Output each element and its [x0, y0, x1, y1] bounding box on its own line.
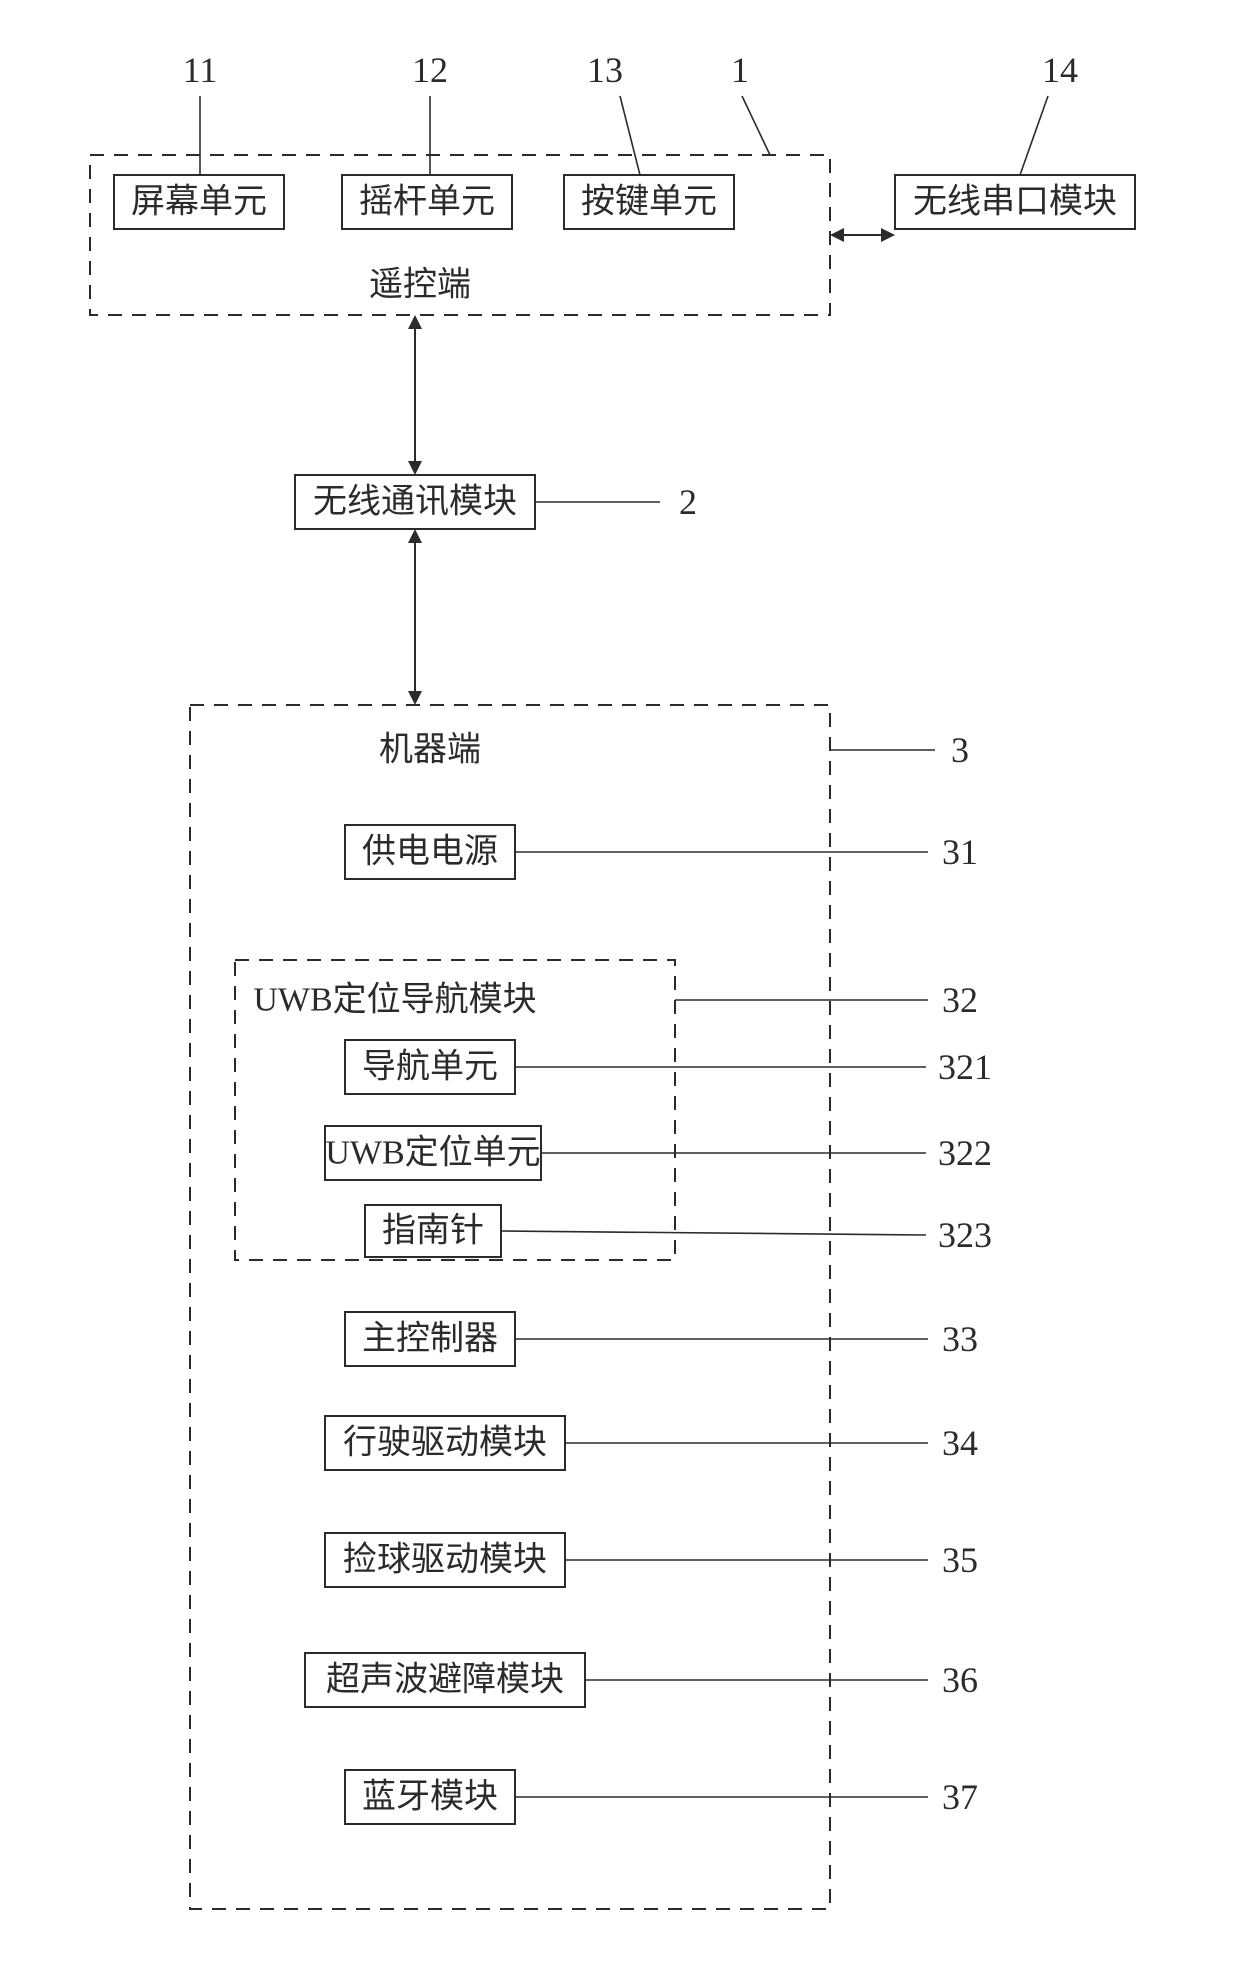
- ref-3: 3: [951, 730, 969, 770]
- drive_module-label: 行驶驱动模块: [343, 1424, 547, 1462]
- ref-14: 14: [1042, 50, 1078, 90]
- ref-11: 11: [183, 50, 218, 90]
- ref-322: 322: [938, 1133, 992, 1173]
- ref-35: 35: [942, 1540, 978, 1580]
- arrowhead: [408, 691, 422, 705]
- arrowhead: [408, 461, 422, 475]
- machine-label: 机器端: [379, 731, 481, 769]
- uwb_pos_unit-label: UWB定位单元: [325, 1134, 540, 1172]
- ref-12: 12: [412, 50, 448, 90]
- nav_unit-label: 导航单元: [362, 1048, 498, 1086]
- button_unit-label: 按键单元: [581, 183, 717, 221]
- ref-37: 37: [942, 1777, 978, 1817]
- sonar_module-label: 超声波避障模块: [326, 1661, 564, 1699]
- ref-leader: [501, 1231, 926, 1235]
- bt_module-label: 蓝牙模块: [362, 1778, 498, 1816]
- machine-group: [190, 705, 830, 1909]
- joystick_unit-label: 摇杆单元: [359, 183, 495, 221]
- ref-323: 323: [938, 1215, 992, 1255]
- ref-34: 34: [942, 1423, 978, 1463]
- ref-36: 36: [942, 1660, 978, 1700]
- arrowhead: [408, 529, 422, 543]
- power_supply-label: 供电电源: [362, 833, 498, 871]
- ref-33: 33: [942, 1319, 978, 1359]
- screen_unit-label: 屏幕单元: [131, 183, 267, 221]
- pickup_module-label: 捡球驱动模块: [343, 1541, 547, 1579]
- diagram-canvas: 遥控端机器端 UWB定位导航模块 屏幕单元 摇杆单元 按键单元 无线串口模块无线通讯模块供…: [0, 0, 1240, 1977]
- wireless_serial-label: 无线串口模块: [913, 183, 1117, 221]
- ref-1: 1: [731, 50, 749, 90]
- wireless_comm-label: 无线通讯模块: [313, 483, 517, 521]
- ref-leader: [742, 96, 770, 155]
- ref-2: 2: [679, 482, 697, 522]
- arrowhead: [830, 228, 844, 242]
- ref-leader: [1020, 96, 1048, 175]
- ref-13: 13: [587, 50, 623, 90]
- ref-32: 32: [942, 980, 978, 1020]
- arrowhead: [881, 228, 895, 242]
- arrowhead: [408, 315, 422, 329]
- ref-31: 31: [942, 832, 978, 872]
- ref-321: 321: [938, 1047, 992, 1087]
- main_ctrl-label: 主控制器: [362, 1320, 498, 1358]
- uwb-label: UWB定位导航模块: [253, 981, 536, 1019]
- compass-label: 指南针: [382, 1212, 484, 1250]
- ref-leader: [620, 96, 640, 175]
- remote-label: 遥控端: [369, 266, 471, 304]
